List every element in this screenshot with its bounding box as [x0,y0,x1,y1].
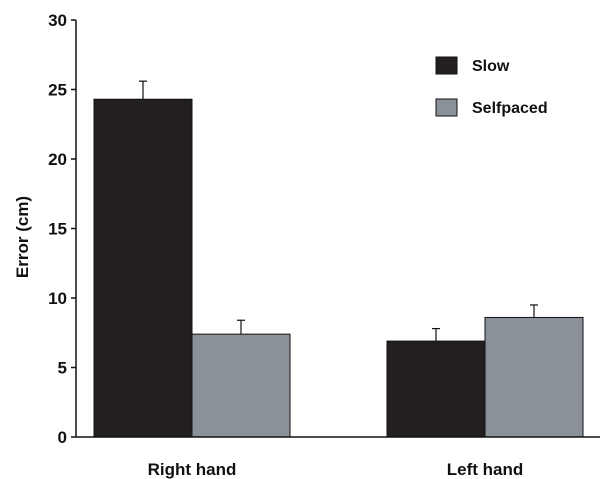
bar-slow-right-hand [93,98,193,438]
legend-label-selfpaced: Selfpaced [472,100,548,117]
y-tick-label: 25 [48,81,67,100]
bar-selfpaced-right-hand [191,333,291,438]
x-category-label: Right hand [148,460,237,479]
bar-slow-left-hand [386,340,486,438]
y-tick-label: 5 [58,359,67,378]
y-tick-label: 20 [48,150,67,169]
x-category-label: Left hand [447,460,524,479]
y-tick-label: 15 [48,220,67,239]
y-axis: 0 5 10 15 20 25 30 [48,11,77,447]
error-bars [139,80,538,342]
legend-label-slow: Slow [472,58,510,75]
y-axis-title: Error (cm) [13,196,32,278]
bars [93,98,584,438]
legend-swatch-slow [435,56,458,75]
y-tick-label: 30 [48,11,67,30]
legend: Slow Selfpaced [435,56,548,117]
bar-selfpaced-left-hand [484,316,584,438]
category-labels: Right hand Left hand [148,460,524,479]
legend-swatch-selfpaced [435,98,458,117]
y-tick-label: 0 [58,428,67,447]
y-tick-label: 10 [48,289,67,308]
